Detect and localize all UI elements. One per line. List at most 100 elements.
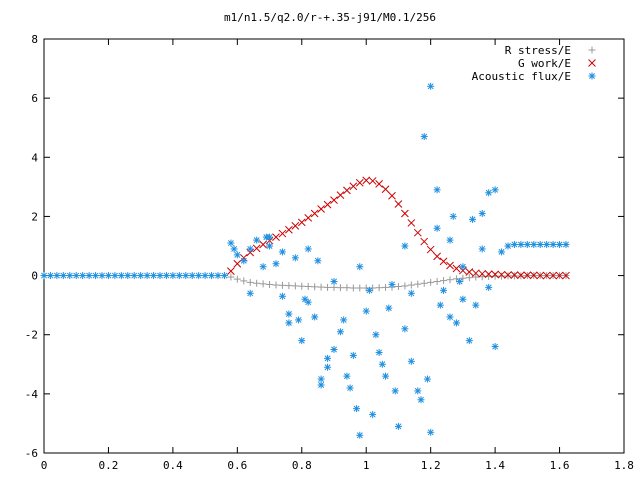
r-stress-point [382,283,390,291]
acoustic-flux-point [246,289,254,297]
acoustic-flux-point [156,272,164,280]
acoustic-flux-point [449,212,457,220]
g-work-point [446,261,454,270]
r-stress-series [227,272,570,292]
r-stress-point [324,283,332,291]
g-work-point [517,271,525,280]
acoustic-flux-point [469,215,477,223]
r-stress-point [343,284,351,292]
acoustic-flux-point [330,346,338,353]
r-stress-legend-label: R stress/E [505,44,571,57]
acoustic-flux-point [369,411,377,419]
acoustic-flux-point [259,263,267,271]
g-work-point [304,214,313,222]
g-work-point [362,176,371,185]
acoustic-flux-point [324,354,332,362]
acoustic-flux-point [72,272,80,280]
g-work-point [291,222,300,230]
r-stress-point [253,279,261,287]
acoustic-flux-point [556,241,564,249]
acoustic-flux-point [536,241,544,249]
g-work-point [504,271,512,279]
g-work-point [401,209,409,218]
acoustic-flux-point [433,186,441,194]
g-work-point [439,257,448,266]
acoustic-flux-series [40,82,570,439]
acoustic-flux-point [79,272,87,280]
g-work-point [394,200,403,208]
g-work-point [278,229,287,238]
g-work-point [272,233,280,241]
g-work-point [285,225,293,234]
g-work-point [459,266,467,275]
y-tick-label: 2 [31,210,38,223]
acoustic-flux-point [417,396,425,404]
g-work-point [478,269,487,278]
acoustic-flux-point [478,209,486,217]
acoustic-flux-point [230,245,238,253]
g-work-point [343,186,351,195]
acoustic-flux-point [111,272,119,280]
data-marks [40,82,570,439]
acoustic-flux-point [423,375,431,383]
acoustic-flux-point [407,357,415,365]
acoustic-flux-point [98,272,106,280]
g-work-point [336,191,345,199]
acoustic-flux-point [340,316,348,324]
acoustic-flux-point [517,241,525,249]
g-work-point [233,259,242,268]
chart-title: m1/n1.5/q2.0/r-+.35-j91/M0.1/256 [224,11,436,24]
r-stress-point [311,283,319,291]
acoustic-flux-point [53,272,61,280]
acoustic-flux-point [188,272,196,280]
g-work-point [413,228,422,237]
acoustic-flux-point [427,428,435,436]
acoustic-flux-point [349,351,357,359]
acoustic-flux-point [262,233,270,241]
r-stress-legend-marker [588,46,596,54]
r-stress-point [317,283,325,291]
g-work-point [368,177,377,185]
x-tick-label: 0.8 [292,459,312,472]
acoustic-flux-point [378,360,386,368]
g-work-point [452,264,461,273]
acoustic-flux-point [343,372,351,380]
y-tick-label: 0 [31,270,38,283]
g-work-legend-label: G work/E [518,57,571,70]
acoustic-flux-point [427,82,435,90]
acoustic-flux-legend-marker [588,72,596,80]
acoustic-flux-point [491,186,499,194]
x-tick-label: 1.8 [614,459,634,472]
acoustic-flux-point [304,245,312,253]
acoustic-flux-point [478,245,486,253]
r-stress-point [394,283,402,291]
r-stress-point [259,280,267,288]
acoustic-flux-point [301,295,309,303]
acoustic-flux-point [143,272,151,280]
acoustic-flux-point [394,422,402,430]
r-stress-point [407,281,415,289]
g-work-point [426,245,435,254]
g-work-point [246,248,255,257]
acoustic-flux-point [365,286,373,294]
acoustic-flux-point [549,241,557,249]
r-stress-point [427,278,435,286]
acoustic-flux-point [346,384,354,392]
r-stress-point [446,276,454,284]
x-tick-label: 0.2 [99,459,119,472]
acoustic-flux-point [436,301,444,309]
r-stress-point [304,283,312,291]
acoustic-flux-point [459,295,467,303]
g-work-point [375,180,383,188]
g-work-point [542,271,551,280]
acoustic-flux-point [246,245,254,253]
r-stress-point [465,274,473,282]
y-tick-label: -6 [25,447,38,460]
acoustic-flux-point [220,272,228,280]
acoustic-flux-point [291,254,299,262]
g-work-point [381,185,390,194]
r-stress-point [459,274,467,282]
g-work-point [420,237,429,246]
acoustic-flux-point [407,289,415,297]
acoustic-flux-point [40,272,48,280]
